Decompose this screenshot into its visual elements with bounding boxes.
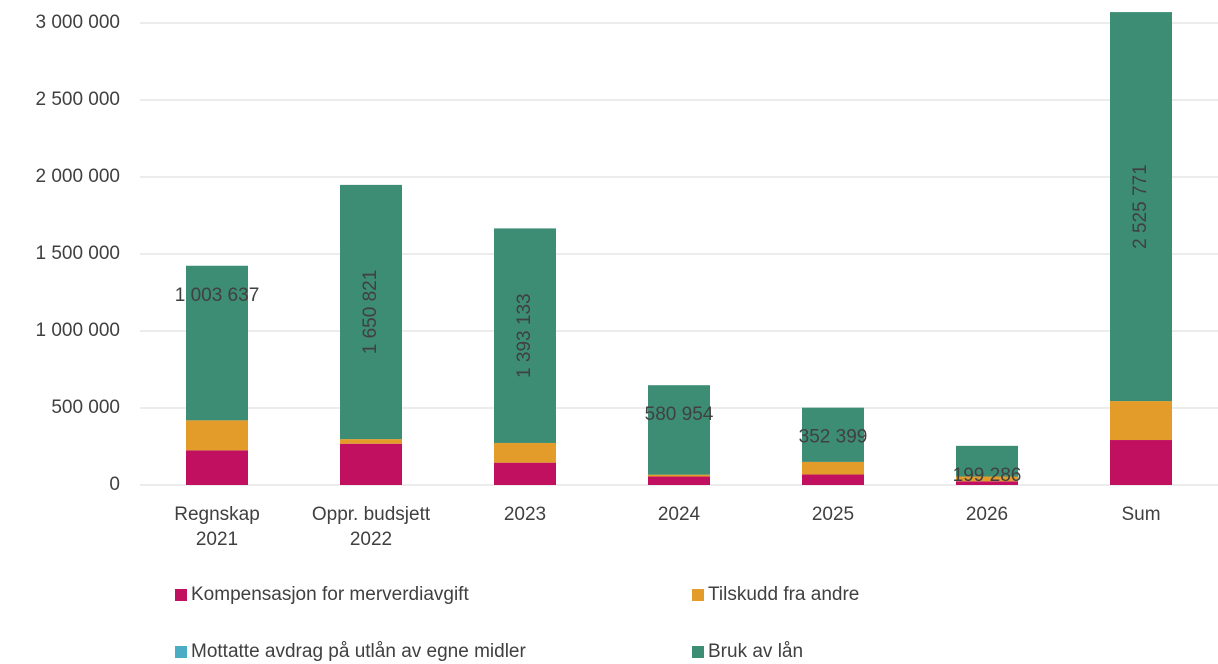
x-tick-label: 2021: [196, 529, 238, 550]
x-tick-label: 2024: [658, 504, 701, 525]
bar-segment: [648, 474, 710, 477]
bar-segment: [648, 385, 710, 475]
value-label: 2 525 771: [1130, 164, 1151, 249]
bar-segment: [186, 450, 248, 485]
y-tick-label: 1 000 000: [35, 320, 120, 341]
y-tick-label: 3 000 000: [35, 12, 120, 33]
bar-segment: [340, 439, 402, 444]
bar-segment: [648, 476, 710, 485]
legend-swatch: [692, 589, 704, 601]
value-label: 352 399: [799, 427, 868, 448]
y-tick-label: 0: [109, 474, 120, 495]
bar-segment: [494, 462, 556, 485]
legend-swatch: [175, 646, 187, 658]
x-tick-label: 2026: [966, 504, 1008, 525]
legend-label: Bruk av lån: [708, 641, 803, 662]
x-tick-label: 2022: [350, 529, 392, 550]
bar-segment: [186, 420, 248, 451]
legend-label: Tilskudd fra andre: [708, 584, 859, 605]
value-label: 1 393 133: [514, 293, 535, 378]
bar-segment: [186, 265, 248, 421]
x-tick-label: Oppr. budsjett: [312, 504, 431, 525]
x-tick-label: Sum: [1121, 504, 1160, 525]
bar-segment: [956, 481, 1018, 485]
y-tick-label: 2 500 000: [35, 89, 120, 110]
bar-segment: [1110, 401, 1172, 441]
bar-segment: [494, 442, 556, 463]
legend-swatch: [692, 646, 704, 658]
x-tick-label: 2023: [504, 504, 546, 525]
bar-segment: [340, 443, 402, 485]
bar-segment: [956, 445, 1018, 477]
bar-segment: [956, 476, 1018, 482]
bar-segment: [802, 461, 864, 475]
bar-segment: [802, 474, 864, 485]
bar-segment: [340, 184, 402, 440]
value-label: 1 003 637: [175, 285, 260, 306]
x-tick-label: 2025: [812, 504, 854, 525]
value-label: 580 954: [645, 404, 714, 425]
legend-swatch: [175, 589, 187, 601]
y-tick-label: 1 500 000: [35, 243, 120, 264]
bar-segment: [802, 407, 864, 462]
bar-segment: [1110, 12, 1172, 402]
x-tick-label: Regnskap: [174, 504, 260, 525]
y-tick-label: 2 000 000: [35, 166, 120, 187]
value-label: 1 650 821: [360, 270, 381, 355]
bar-segment: [1110, 440, 1172, 485]
value-label: 199 286: [953, 465, 1022, 486]
legend-label: Mottatte avdrag på utlån av egne midler: [191, 641, 526, 662]
legend-label: Kompensasjon for merverdiavgift: [191, 584, 469, 605]
y-tick-label: 500 000: [51, 397, 120, 418]
bar-segment: [494, 228, 556, 443]
